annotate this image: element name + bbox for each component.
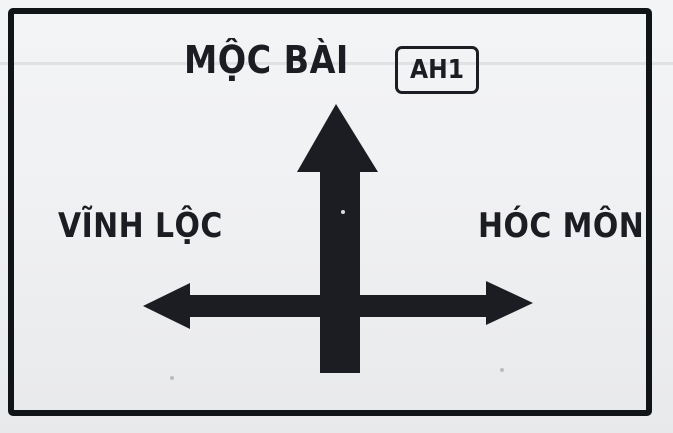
destination-right: HÓC MÔN — [478, 206, 645, 246]
arrow-right-icon — [486, 281, 533, 325]
vertical-shaft — [320, 168, 360, 373]
destination-top: MỘC BÀI — [184, 38, 349, 82]
bolt — [341, 210, 345, 214]
bolt — [170, 376, 174, 380]
mounting-bracket-shadow — [0, 62, 673, 65]
destination-left: VĨNH LỘC — [58, 206, 223, 246]
sign-border — [8, 8, 652, 416]
bolt — [500, 368, 504, 372]
route-number: AH1 — [409, 55, 464, 85]
arrow-left-icon — [143, 283, 190, 329]
arrow-up-icon — [297, 104, 378, 172]
route-shield: AH1 — [395, 46, 479, 94]
